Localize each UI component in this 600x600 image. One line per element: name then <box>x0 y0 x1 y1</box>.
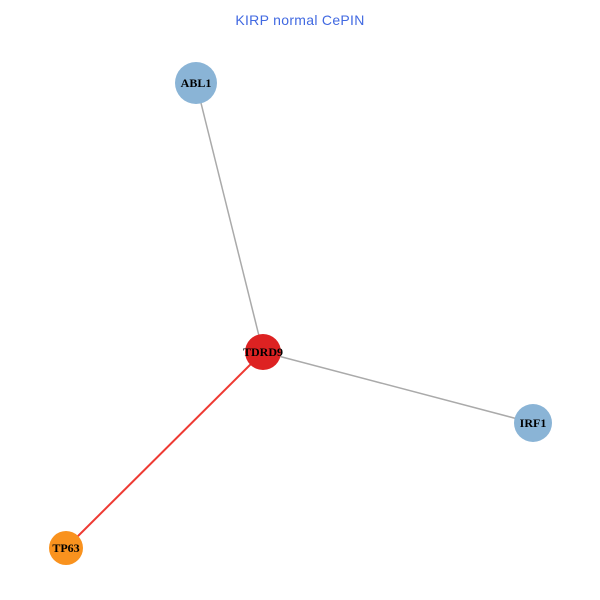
edge-TDRD9-IRF1 <box>262 351 534 424</box>
edge-ABL1-TDRD9 <box>195 82 264 353</box>
node-ABL1 <box>175 62 217 104</box>
node-IRF1 <box>514 404 552 442</box>
edge-TDRD9-TP63 <box>65 351 264 549</box>
node-label-ABL1: ABL1 <box>181 76 212 90</box>
node-TDRD9 <box>245 334 281 370</box>
plot-title: KIRP normal CePIN <box>235 12 365 28</box>
node-label-TDRD9: TDRD9 <box>243 345 283 359</box>
node-TP63 <box>49 531 83 565</box>
node-label-IRF1: IRF1 <box>520 416 547 430</box>
node-label-TP63: TP63 <box>52 541 79 555</box>
